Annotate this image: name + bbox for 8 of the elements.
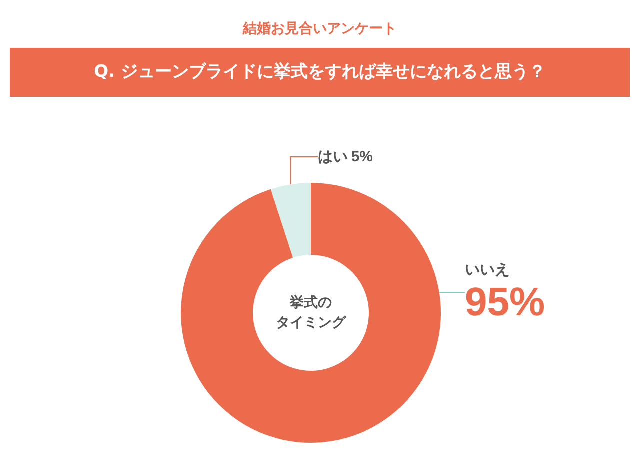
text: タイミング xyxy=(276,315,346,331)
slice-label: いいえ xyxy=(465,262,510,278)
data-label: 95% xyxy=(465,280,546,324)
slice-label: はい xyxy=(318,148,348,166)
chart-subtitle: Q. ジューンブライドに挙式をすれば幸せになれると思う？ xyxy=(10,48,630,97)
text: 挙式の xyxy=(290,295,332,311)
chart-title: 結婚お見合いアンケート xyxy=(242,20,398,38)
data-label: 5% xyxy=(351,148,374,166)
